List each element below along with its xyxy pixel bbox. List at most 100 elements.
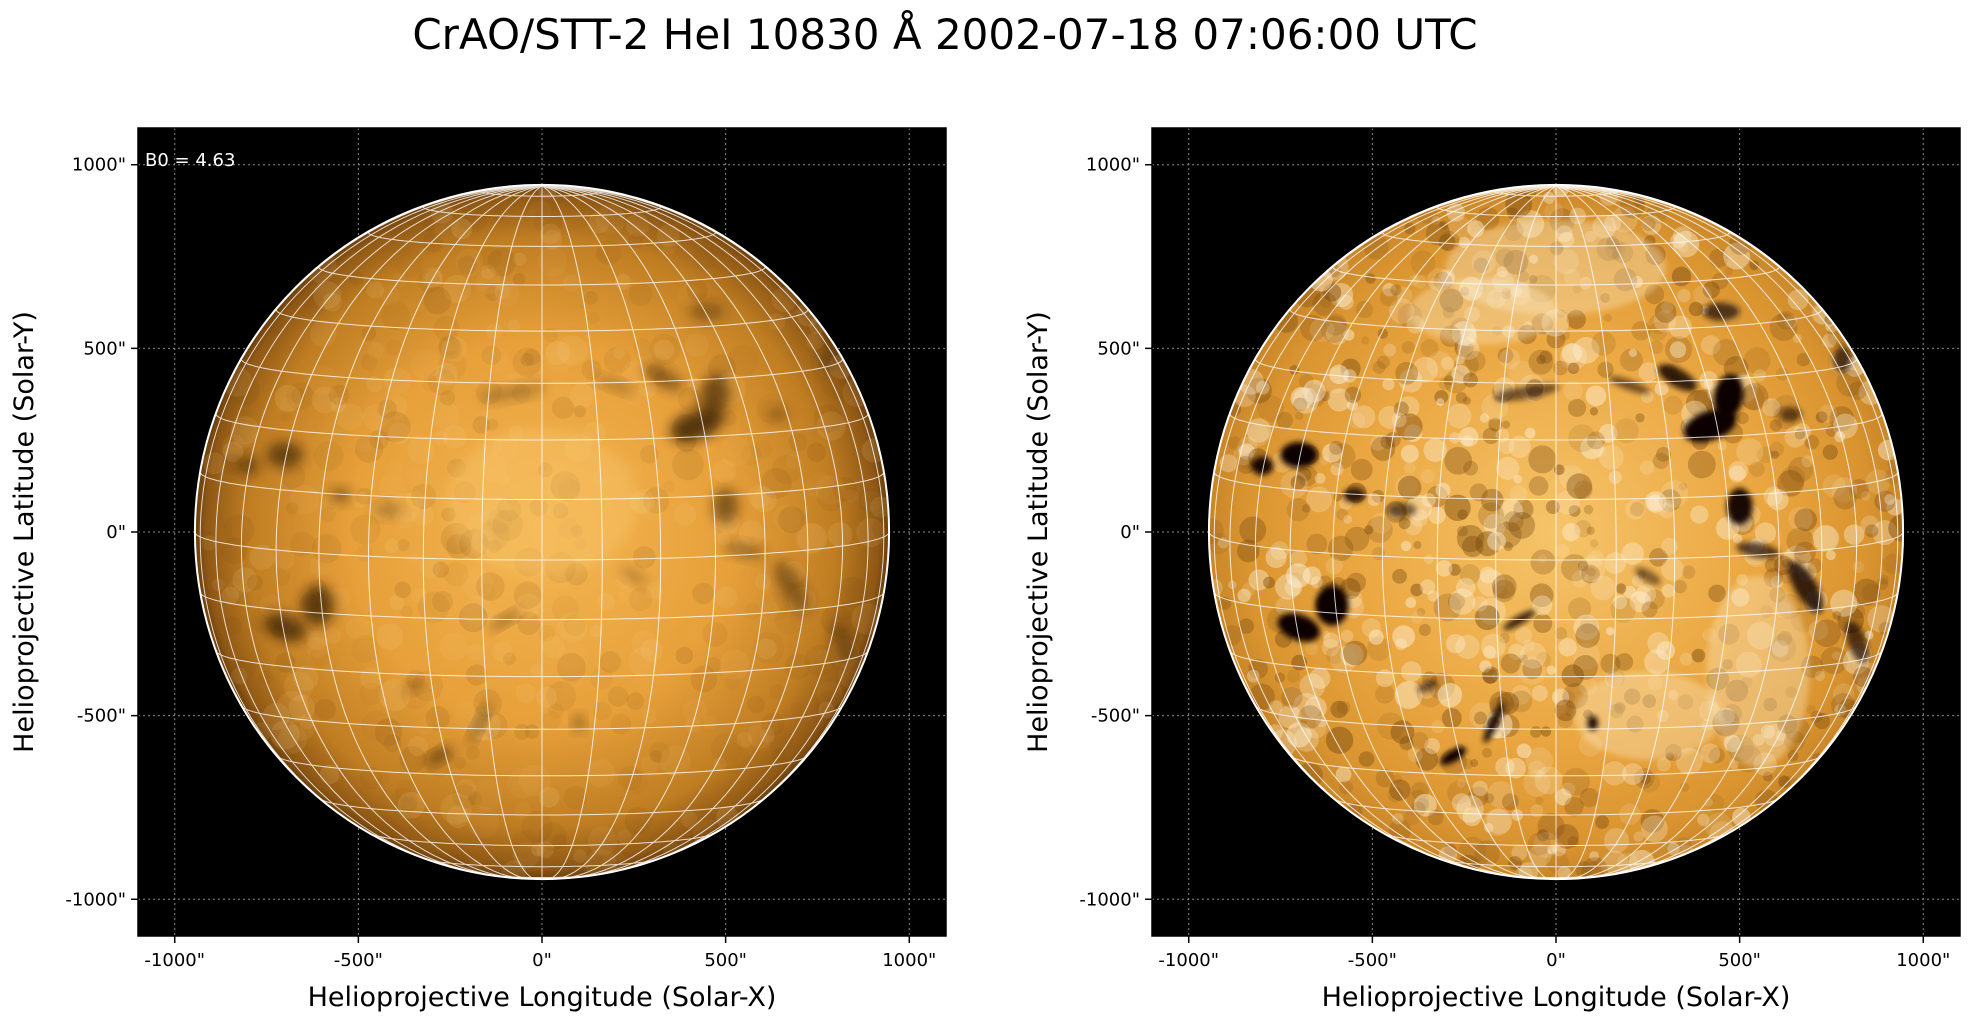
filament	[712, 487, 739, 525]
texture-cell	[1319, 455, 1329, 465]
texture-cell	[806, 331, 825, 350]
texture-cell	[607, 686, 629, 707]
filament	[373, 502, 403, 518]
texture-cell	[1793, 541, 1816, 564]
texture-cell	[1302, 384, 1326, 408]
texture-cell	[708, 264, 722, 278]
texture-cell	[1810, 524, 1838, 552]
texture-cell	[1495, 521, 1522, 548]
texture-cell	[1641, 601, 1658, 618]
texture-cell	[328, 384, 350, 406]
texture-cell	[1702, 281, 1720, 299]
texture-cell	[681, 811, 698, 828]
texture-cell	[1295, 400, 1308, 412]
texture-cell	[1672, 230, 1700, 258]
texture-cell	[381, 301, 411, 331]
texture-cell	[1694, 389, 1715, 410]
texture-cell	[1436, 398, 1445, 407]
texture-cell	[1786, 527, 1814, 555]
texture-cell	[1444, 446, 1473, 475]
texture-cell	[528, 200, 552, 224]
texture-cell	[744, 603, 761, 620]
texture-cell	[1246, 418, 1272, 443]
longitude-line	[541, 185, 717, 880]
filament	[266, 442, 304, 468]
texture-cell	[1528, 843, 1552, 867]
texture-cell	[1574, 520, 1592, 538]
x-tick-label: -1000"	[144, 950, 205, 971]
texture-cell	[1578, 555, 1606, 583]
texture-cell	[1641, 215, 1662, 235]
texture-cell	[438, 350, 467, 380]
texture-cell	[1416, 798, 1430, 812]
texture-cell	[1860, 515, 1879, 534]
y-tick-label: -1000"	[1079, 889, 1140, 910]
texture-cell	[1604, 552, 1627, 574]
texture-cell	[1382, 378, 1395, 391]
texture-cell	[1329, 443, 1356, 469]
texture-cell	[1833, 486, 1857, 510]
filament	[1713, 374, 1744, 418]
texture-cell	[1343, 514, 1353, 524]
texture-cell	[1861, 583, 1881, 603]
texture-cell	[1535, 796, 1544, 805]
texture-cell	[1480, 633, 1506, 659]
texture-cell	[1571, 570, 1589, 588]
texture-cell	[1336, 508, 1349, 521]
texture-cell	[1527, 760, 1546, 779]
texture-cell	[274, 548, 296, 570]
texture-cell	[349, 271, 364, 286]
texture-cell	[1338, 294, 1354, 310]
y-tick-label: 0"	[1120, 522, 1140, 543]
texture-cell	[1350, 458, 1373, 481]
texture-cell	[1372, 360, 1386, 374]
texture-cell	[771, 454, 802, 485]
longitude-line	[541, 185, 885, 846]
texture-cell	[388, 422, 410, 445]
texture-cell	[514, 724, 530, 740]
filament	[1608, 376, 1651, 395]
texture-cell	[1438, 377, 1452, 391]
texture-cell	[1483, 808, 1511, 837]
texture-cell	[1661, 301, 1674, 314]
texture-cell	[1530, 726, 1542, 738]
texture-cell	[1511, 684, 1531, 705]
texture-cell	[1298, 705, 1322, 729]
texture-cell	[1538, 554, 1547, 563]
texture-cell	[223, 514, 255, 546]
texture-cell	[1604, 827, 1630, 854]
texture-cell	[1292, 397, 1308, 412]
texture-cell	[1289, 364, 1300, 375]
texture-cell	[1393, 774, 1403, 784]
texture-cell	[712, 459, 736, 483]
texture-cell	[1499, 499, 1523, 523]
texture-cell	[309, 555, 331, 577]
texture-cell	[643, 501, 663, 521]
texture-cell	[314, 698, 336, 721]
texture-cell	[1708, 584, 1726, 603]
texture-cell	[1567, 362, 1580, 375]
texture-cell	[610, 713, 632, 735]
texture-cell	[1685, 390, 1713, 418]
texture-cell	[355, 487, 373, 505]
texture-cell	[1644, 589, 1665, 610]
texture-cell	[1290, 572, 1302, 584]
texture-cell	[483, 346, 509, 372]
longitude-line	[1555, 185, 1899, 846]
texture-cell	[1555, 490, 1580, 515]
texture-cell	[628, 647, 658, 677]
texture-cell	[313, 441, 344, 471]
texture-cell	[1329, 282, 1354, 308]
longitude-line	[1495, 185, 1557, 880]
texture-cell	[1428, 672, 1456, 700]
texture-cell	[1852, 561, 1865, 573]
texture-cell	[1480, 488, 1504, 512]
longitude-line	[1229, 185, 1557, 871]
texture-cell	[1663, 500, 1675, 512]
texture-cell	[612, 346, 626, 359]
texture-cell	[1400, 540, 1412, 552]
texture-cell	[387, 459, 404, 476]
texture-cell	[856, 518, 886, 548]
texture-cell	[1375, 684, 1395, 704]
texture-cell	[1309, 667, 1331, 689]
